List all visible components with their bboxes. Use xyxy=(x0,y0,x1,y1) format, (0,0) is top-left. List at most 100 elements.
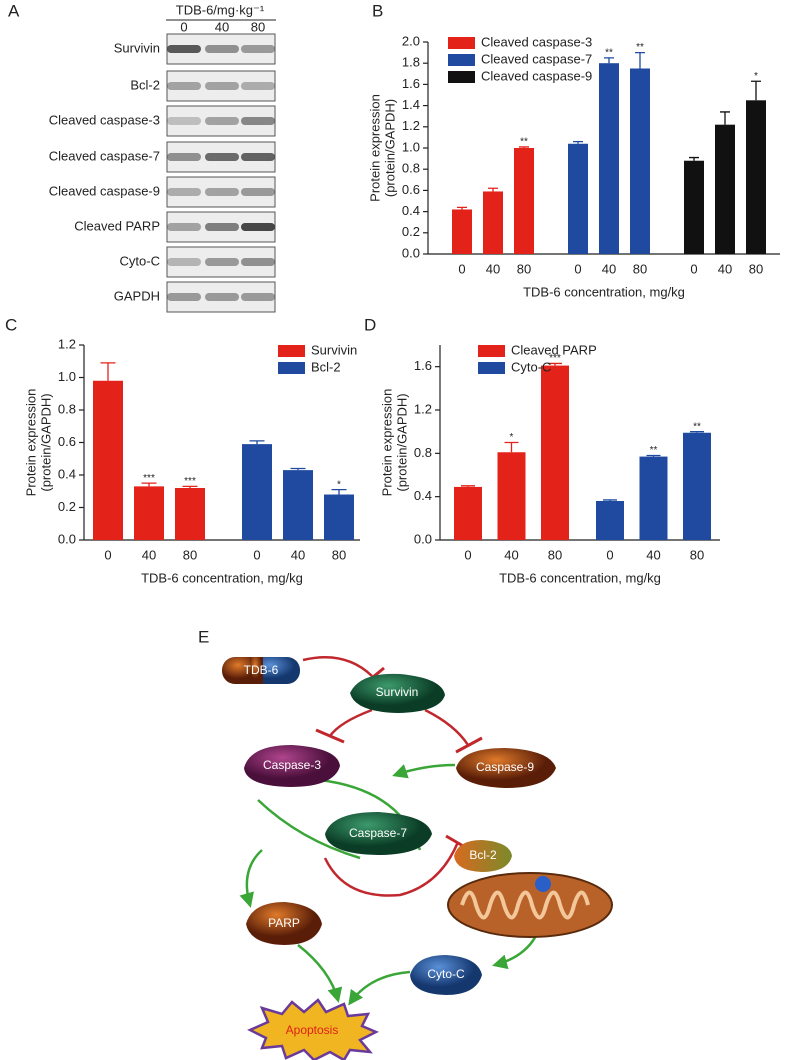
error-bar xyxy=(519,146,529,148)
node-label: Caspase-7 xyxy=(349,826,407,840)
band xyxy=(241,153,275,161)
band xyxy=(205,117,239,125)
inhibit-line xyxy=(302,656,373,677)
lane-label: 40 xyxy=(215,19,229,34)
band xyxy=(167,82,201,90)
significance: ** xyxy=(636,42,644,53)
node xyxy=(350,673,445,713)
y-axis-label: Protein expression xyxy=(379,389,394,497)
x-tick-label: 0 xyxy=(464,547,471,562)
error-bar xyxy=(573,140,583,144)
inhibit-line xyxy=(323,841,460,897)
row-label: Bcl-2 xyxy=(130,77,160,92)
band xyxy=(205,258,239,266)
band xyxy=(167,293,201,301)
row-label: Cleaved caspase-3 xyxy=(49,112,160,127)
bar xyxy=(93,380,123,540)
y-tick-label: 1.0 xyxy=(402,139,420,154)
bar xyxy=(639,456,668,540)
row-label: Survivin xyxy=(114,40,160,55)
x-tick-label: 40 xyxy=(142,547,156,562)
x-tick-label: 0 xyxy=(606,547,613,562)
legend-swatch xyxy=(448,54,475,66)
x-axis-label: TDB-6 concentration, mg/kg xyxy=(523,284,685,299)
panel-label: C xyxy=(5,315,17,334)
node xyxy=(454,840,512,872)
band xyxy=(241,45,275,53)
y-tick-label: 1.0 xyxy=(58,369,76,384)
x-tick-label: 80 xyxy=(548,547,562,562)
legend-label: Cleaved PARP xyxy=(511,342,597,357)
y-tick-label: 0.2 xyxy=(58,499,76,514)
row-label: Cleaved PARP xyxy=(74,218,160,233)
error-bar xyxy=(604,57,614,64)
significance: *** xyxy=(184,476,196,487)
y-tick-label: 0.8 xyxy=(414,445,432,460)
activate-arrow xyxy=(348,970,411,1006)
significance: * xyxy=(754,71,758,82)
activate-arrow xyxy=(392,763,456,779)
bar xyxy=(283,470,313,540)
significance: *** xyxy=(549,353,561,364)
bar xyxy=(452,209,472,254)
node xyxy=(456,748,556,788)
bar xyxy=(514,148,534,254)
band xyxy=(167,188,201,196)
error-bar xyxy=(249,440,265,445)
legend-swatch xyxy=(478,345,505,357)
x-tick-label: 80 xyxy=(517,261,531,276)
y-tick-label: 0.8 xyxy=(402,161,420,176)
error-bar xyxy=(690,431,704,433)
x-tick-label: 40 xyxy=(486,261,500,276)
node-label: Caspase-9 xyxy=(476,760,534,774)
bar xyxy=(541,365,569,540)
panel-label: A xyxy=(8,1,20,20)
inhibit-bar xyxy=(315,728,345,744)
band xyxy=(167,117,201,125)
activate-line xyxy=(257,799,361,860)
error-bar xyxy=(635,51,645,69)
blot-box xyxy=(166,70,276,102)
bar xyxy=(683,432,711,540)
legend-swatch xyxy=(278,345,305,357)
bar xyxy=(568,143,588,254)
error-bar xyxy=(548,362,562,366)
lane-label: 0 xyxy=(180,19,187,34)
western-blot: TDB-6/mg·kg⁻¹ 0 40 80 Survivin Bcl-2 Cleaved … xyxy=(49,2,276,313)
x-tick-label: 40 xyxy=(291,547,305,562)
error-bar xyxy=(751,80,761,101)
x-tick-label: 0 xyxy=(104,547,111,562)
bar xyxy=(684,160,704,254)
bar xyxy=(454,486,482,540)
node-label: Bcl-2 xyxy=(469,848,497,862)
capsule-mid xyxy=(250,657,263,684)
row-label: Cleaved caspase-7 xyxy=(49,148,160,163)
x-tick-label: 0 xyxy=(690,261,697,276)
bar xyxy=(599,63,619,255)
panel-label: E xyxy=(198,627,209,646)
y-tick-label: 0.8 xyxy=(58,401,76,416)
y-tick-label: 0.0 xyxy=(58,531,76,546)
significance: * xyxy=(337,479,341,490)
cristae xyxy=(460,890,590,920)
band xyxy=(167,45,201,53)
y-axis-label: (protein/GAPDH) xyxy=(38,393,53,491)
significance: * xyxy=(510,432,514,443)
lane-label: 80 xyxy=(251,19,265,34)
error-bar xyxy=(457,206,467,210)
activate-arrow xyxy=(297,944,343,1003)
band xyxy=(241,223,275,231)
y-tick-label: 0.0 xyxy=(414,531,432,546)
y-tick-label: 1.2 xyxy=(402,118,420,133)
band xyxy=(241,188,275,196)
row-label: Cleaved caspase-9 xyxy=(49,183,160,198)
row-label: Cyto-C xyxy=(120,253,160,268)
error-bar xyxy=(646,454,661,457)
blot-box xyxy=(166,281,276,313)
y-axis-label: (protein/GAPDH) xyxy=(394,393,409,491)
band xyxy=(205,223,239,231)
x-axis-label: TDB-6 concentration, mg/kg xyxy=(141,570,303,585)
node-label: Cyto-C xyxy=(427,967,465,981)
bar xyxy=(242,444,272,540)
